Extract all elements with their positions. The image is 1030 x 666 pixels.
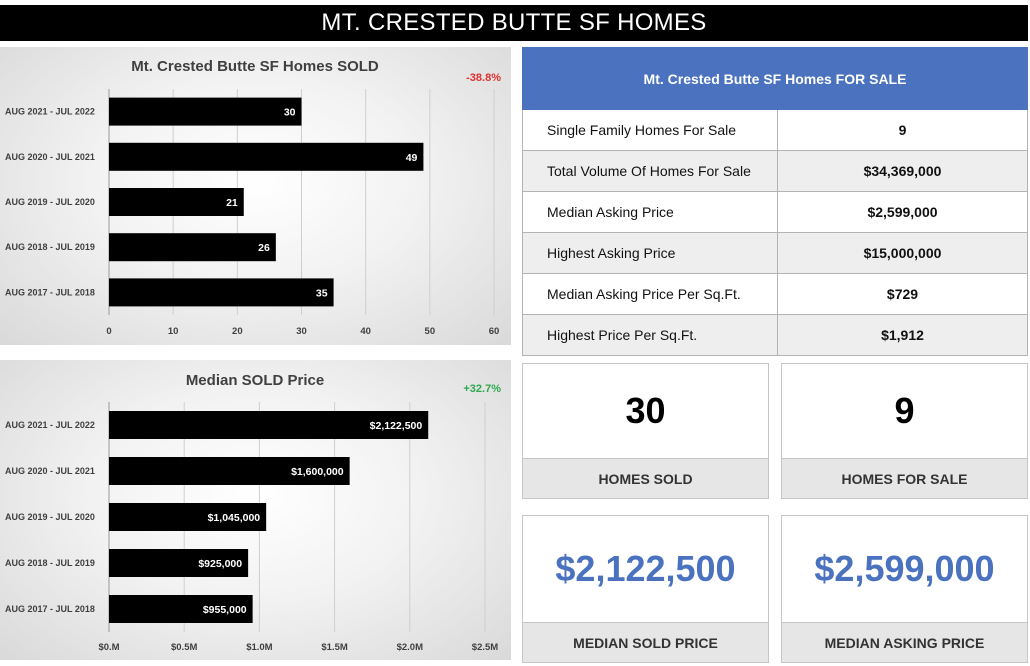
bar-value-label: $925,000: [198, 558, 242, 570]
x-tick-label: 50: [425, 326, 436, 337]
row-label: Total Volume Of Homes For Sale: [522, 150, 778, 192]
kpi-value: $2,122,500: [555, 548, 736, 589]
kpi-homes-sold: 30 HOMES SOLD: [522, 363, 769, 499]
bar-value-label: $955,000: [203, 604, 247, 616]
y-category-label: AUG 2018 - JUL 2019: [5, 242, 95, 252]
bar-value-label: $2,122,500: [370, 420, 423, 432]
kpi-label: HOMES SOLD: [523, 458, 768, 498]
bar: [109, 503, 267, 531]
table-row: Median Asking Price $2,599,000: [522, 191, 1028, 233]
bar: [109, 595, 253, 623]
bar: [109, 549, 249, 577]
bar: [109, 142, 424, 171]
bar: [109, 457, 350, 485]
bar: [109, 411, 429, 439]
y-category-label: AUG 2017 - JUL 2018: [5, 287, 95, 297]
bar-value-label: $1,045,000: [208, 512, 261, 524]
x-tick-label: $0.M: [98, 642, 119, 653]
bar: [109, 233, 276, 262]
kpi-homes-for-sale: 9 HOMES FOR SALE: [781, 363, 1028, 499]
kpi-value: 9: [894, 390, 915, 431]
bar-value-label: 35: [316, 287, 328, 299]
percent-change-label: +32.7%: [463, 383, 501, 395]
row-value: $1,912: [777, 314, 1028, 356]
x-tick-label: $1.0M: [246, 642, 272, 653]
bar: [109, 97, 302, 126]
row-label: Single Family Homes For Sale: [522, 109, 778, 151]
kpi-label: MEDIAN SOLD PRICE: [523, 622, 768, 662]
y-category-label: AUG 2020 - JUL 2021: [5, 152, 95, 162]
x-tick-label: $0.5M: [171, 642, 197, 653]
bar: [109, 188, 244, 216]
row-label: Highest Price Per Sq.Ft.: [522, 314, 778, 356]
y-category-label: AUG 2020 - JUL 2021: [5, 466, 95, 476]
y-category-label: AUG 2021 - JUL 2022: [5, 420, 95, 430]
x-tick-label: $2.0M: [397, 642, 423, 653]
x-tick-label: 40: [360, 326, 371, 337]
table-row: Highest Price Per Sq.Ft. $1,912: [522, 314, 1028, 356]
table-row: Median Asking Price Per Sq.Ft. $729: [522, 273, 1028, 315]
x-tick-label: 60: [489, 326, 500, 337]
chart-title: Median SOLD Price: [186, 372, 324, 389]
bar-value-label: 26: [258, 242, 270, 254]
homes-sold-chart-svg: Mt. Crested Butte SF Homes SOLD -38.8% 0 10…: [5, 58, 501, 337]
kpi-label: HOMES FOR SALE: [782, 458, 1027, 498]
kpi-label: MEDIAN ASKING PRICE: [782, 622, 1027, 662]
y-category-label: AUG 2019 - JUL 2020: [5, 197, 95, 207]
percent-change-label: -38.8%: [466, 72, 501, 84]
x-tick-label: 20: [232, 326, 243, 337]
bar-value-label: 21: [226, 197, 238, 209]
row-value: $15,000,000: [777, 232, 1028, 274]
kpi-median-asking-price: $2,599,000 MEDIAN ASKING PRICE: [781, 515, 1028, 663]
for-sale-table-title: Mt. Crested Butte SF Homes FOR SALE: [522, 47, 1028, 110]
x-tick-label: $2.5M: [472, 642, 498, 653]
row-label: Median Asking Price Per Sq.Ft.: [522, 273, 778, 315]
bar-value-label: $1,600,000: [291, 466, 344, 478]
table-row: Highest Asking Price $15,000,000: [522, 232, 1028, 274]
chart-title: Mt. Crested Butte SF Homes SOLD: [131, 58, 379, 75]
row-value: 9: [777, 109, 1028, 151]
homes-sold-chart: Mt. Crested Butte SF Homes SOLD -38.8% 0 10…: [0, 47, 511, 345]
row-value: $2,599,000: [777, 191, 1028, 233]
row-value: $729: [777, 273, 1028, 315]
kpi-value: 30: [625, 390, 666, 431]
row-value: $34,369,000: [777, 150, 1028, 192]
table-row: Single Family Homes For Sale 9: [522, 109, 1028, 151]
bar-value-label: 30: [284, 107, 296, 119]
x-tick-label: $1.5M: [321, 642, 347, 653]
row-label: Median Asking Price: [522, 191, 778, 233]
median-sold-price-chart-svg: Median SOLD Price +32.7% $0.M $0.5M $1.0M $1.…: [5, 372, 501, 653]
page-title: MT. CRESTED BUTTE SF HOMES: [0, 5, 1028, 41]
kpi-median-sold-price: $2,122,500 MEDIAN SOLD PRICE: [522, 515, 769, 663]
bar: [109, 278, 334, 307]
y-category-label: AUG 2017 - JUL 2018: [5, 604, 95, 614]
median-sold-price-chart: Median SOLD Price +32.7% $0.M $0.5M $1.0M $1.…: [0, 360, 511, 660]
y-category-label: AUG 2018 - JUL 2019: [5, 558, 95, 568]
x-tick-label: 10: [168, 326, 179, 337]
x-tick-label: 0: [106, 326, 111, 337]
row-label: Highest Asking Price: [522, 232, 778, 274]
y-category-label: AUG 2021 - JUL 2022: [5, 107, 95, 117]
for-sale-table: Mt. Crested Butte SF Homes FOR SALE Sing…: [522, 47, 1028, 356]
bar-value-label: 49: [406, 152, 418, 164]
kpi-value: $2,599,000: [814, 548, 995, 589]
table-row: Total Volume Of Homes For Sale $34,369,0…: [522, 150, 1028, 192]
x-tick-label: 30: [296, 326, 307, 337]
y-category-label: AUG 2019 - JUL 2020: [5, 512, 95, 522]
